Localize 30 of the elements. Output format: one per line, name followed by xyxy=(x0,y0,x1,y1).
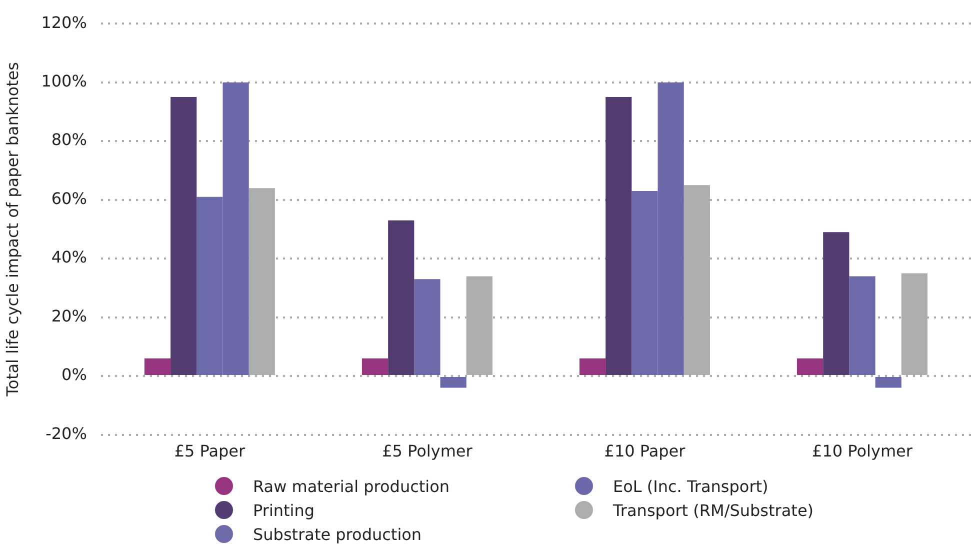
legend-label: Transport (RM/Substrate) xyxy=(613,500,814,520)
y-tick-label: 60% xyxy=(51,188,87,208)
y-tick-label: 0% xyxy=(62,365,87,384)
bar xyxy=(579,358,606,376)
y-tick-label: 120% xyxy=(41,12,87,32)
bar xyxy=(849,276,876,376)
bar xyxy=(823,232,850,376)
bar xyxy=(388,220,414,376)
legend-label: Substrate production xyxy=(253,524,422,544)
x-tick-label: £10 Paper xyxy=(604,442,686,461)
y-tick-label: -20% xyxy=(46,424,87,443)
bar xyxy=(440,377,466,388)
legend-label: Printing xyxy=(253,500,315,520)
bar xyxy=(796,358,824,376)
x-tick-label: £5 Polymer xyxy=(382,442,473,461)
bar xyxy=(875,377,902,388)
bar xyxy=(170,97,197,376)
y-tick-label: 40% xyxy=(51,248,87,267)
y-axis-title: Total life cycle impact of paper banknotes xyxy=(2,62,22,398)
x-tick-label: £5 Paper xyxy=(174,442,246,461)
y-tick-label: 100% xyxy=(41,72,87,90)
bar xyxy=(144,358,171,376)
bar xyxy=(362,358,388,376)
y-tick-label: 20% xyxy=(51,306,87,326)
legend-label: Raw material production xyxy=(253,476,450,496)
legend-label: EoL (Inc. Transport) xyxy=(613,476,768,496)
bar xyxy=(414,279,440,376)
bar xyxy=(606,97,632,376)
x-tick-label: £10 Polymer xyxy=(812,442,913,461)
y-tick-label: 80% xyxy=(51,130,87,150)
